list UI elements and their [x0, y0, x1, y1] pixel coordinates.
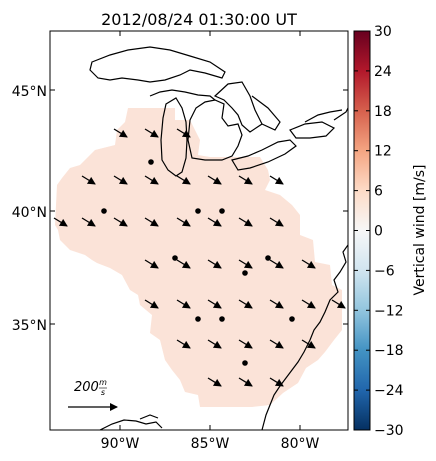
colorbar-label: Vertical wind [m/s] — [412, 165, 428, 296]
lat-label-45: 45°N — [12, 84, 47, 100]
map-frame — [49, 30, 349, 431]
plot-title: 2012/08/24 01:30:00 UT — [101, 10, 297, 29]
colorbar-tick-label: 30 — [374, 24, 392, 40]
station-marker — [195, 208, 201, 214]
wind-arrow — [113, 175, 128, 185]
colorbar-tick-label: 0 — [374, 224, 383, 240]
reference-arrow-value: 200 — [74, 380, 99, 395]
lon-label-85: 85°W — [191, 436, 230, 452]
wind-arrow — [207, 339, 222, 349]
wind-arrow — [238, 339, 253, 349]
wind-arrow — [144, 128, 159, 138]
wind-arrow — [144, 175, 159, 185]
colorbar-tick-label: 18 — [374, 104, 392, 120]
colorbar-tick-label: 6 — [374, 184, 383, 200]
lat-label-40: 40°N — [12, 205, 47, 221]
map-panel — [50, 31, 348, 430]
station-marker — [172, 255, 178, 261]
colorbar-tick-label: 24 — [374, 64, 392, 80]
colorbar-tick-label: −30 — [374, 423, 404, 439]
wind-arrow — [207, 377, 222, 387]
axis-ticks — [50, 31, 348, 430]
wind-arrow — [113, 128, 128, 138]
wind-arrow — [53, 217, 68, 227]
reference-arrow-unit-num: m — [99, 378, 107, 387]
wind-arrow — [144, 217, 159, 227]
wind-arrow — [238, 299, 253, 309]
wind-arrow — [301, 299, 316, 309]
colorbar-tick-label: −6 — [374, 263, 395, 279]
wind-arrow — [144, 299, 159, 309]
wind-arrow — [301, 339, 316, 349]
wind-arrow — [269, 377, 284, 387]
wind-arrow — [113, 217, 128, 227]
wind-arrow — [269, 217, 284, 227]
colorbar-tick-label: −24 — [374, 383, 404, 399]
station-markers — [101, 159, 295, 366]
wind-arrow — [144, 259, 159, 269]
wind-arrow — [176, 217, 191, 227]
wind-arrow — [207, 217, 222, 227]
colorbar-ticks: 30 24 18 12 6 0 −6 −12 −18 −24 −30 — [354, 24, 404, 439]
wind-arrow — [269, 339, 284, 349]
station-marker — [195, 316, 201, 322]
wind-arrow — [238, 175, 253, 185]
wind-arrow — [81, 175, 96, 185]
wind-arrow — [331, 299, 346, 309]
wind-arrow — [269, 299, 284, 309]
colorbar-tick-label: −18 — [374, 343, 404, 359]
wind-arrow — [176, 175, 191, 185]
reference-arrow: 200 m s — [68, 378, 118, 411]
lat-label-35: 35°N — [12, 318, 47, 334]
lon-label-80: 80°W — [281, 436, 320, 452]
station-marker — [148, 159, 154, 165]
wind-arrow — [207, 299, 222, 309]
station-marker — [242, 270, 248, 276]
wind-arrow — [269, 175, 284, 185]
wind-arrow — [176, 339, 191, 349]
station-marker — [289, 316, 295, 322]
station-marker — [219, 208, 225, 214]
colorbar-tick-label: 12 — [374, 144, 392, 160]
wind-arrow — [207, 175, 222, 185]
wind-arrows — [53, 128, 346, 387]
station-marker — [265, 255, 271, 261]
wind-arrow — [301, 259, 316, 269]
wind-arrow — [207, 259, 222, 269]
wind-arrow — [238, 217, 253, 227]
wind-arrow — [238, 377, 253, 387]
colorbar-tick-label: −12 — [374, 303, 404, 319]
lon-label-90: 90°W — [101, 436, 140, 452]
station-marker — [101, 208, 107, 214]
wind-arrow — [176, 299, 191, 309]
station-marker — [219, 316, 225, 322]
wind-arrow — [176, 259, 191, 269]
wind-arrow — [176, 128, 191, 138]
station-marker — [242, 360, 248, 366]
wind-arrow — [81, 217, 96, 227]
reference-arrow-unit-den: s — [101, 388, 105, 397]
colorbar: 30 24 18 12 6 0 −6 −12 −18 −24 −30 Vertical wind [… — [353, 24, 428, 439]
wind-arrow — [269, 259, 284, 269]
wind-arrow — [238, 259, 253, 269]
coastlines — [89, 46, 348, 430]
